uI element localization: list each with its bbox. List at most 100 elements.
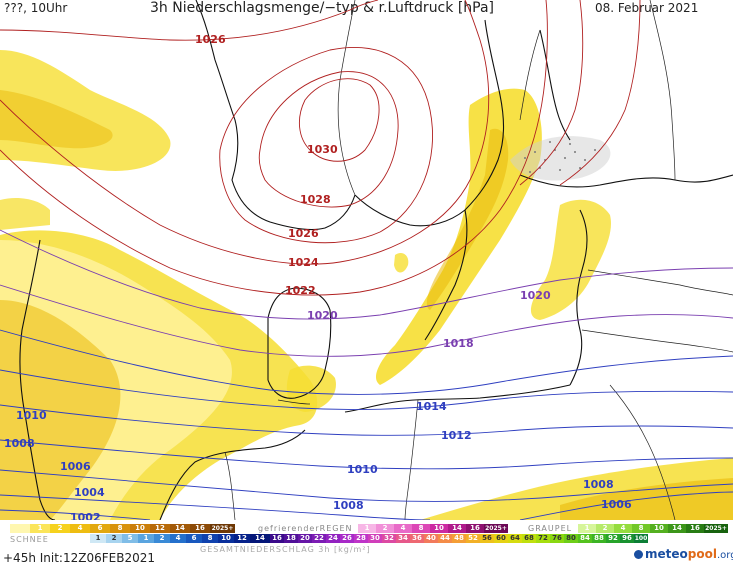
graupel-cell: 16 — [686, 524, 704, 533]
precip-area-edge — [0, 198, 50, 230]
coast-south-baltic — [344, 384, 571, 413]
regen-cell: 16 — [190, 524, 210, 533]
schnee-cell: 1 — [138, 534, 154, 543]
label-1024: 1024 — [288, 256, 319, 269]
coast-sweden-south — [424, 209, 468, 341]
label-1020-east: 1020 — [520, 289, 551, 302]
total-cell: 64 — [508, 534, 522, 543]
coast-denmark — [267, 287, 332, 399]
meteopool-logo[interactable]: meteopool.org — [634, 547, 733, 561]
regen-cell: 2 — [50, 524, 70, 533]
label-1018: 1018 — [443, 337, 474, 350]
regen-cell: 1 — [30, 524, 50, 533]
label-1002: 1002 — [70, 511, 101, 520]
total-cell: 84 — [578, 534, 592, 543]
isobar-labels: 1026 1030 1028 1026 1024 1022 1020 1020 … — [4, 33, 632, 520]
regen-cell: 6 — [90, 524, 110, 533]
regen-cell: 14 — [170, 524, 190, 533]
total-cell: 60 — [494, 534, 508, 543]
total-cell: 100 — [634, 534, 648, 543]
precip-area-east-baltic — [530, 199, 611, 320]
total-cell: 28 — [354, 534, 368, 543]
isobar-1004 — [0, 509, 151, 520]
isobars-low — [0, 329, 733, 520]
total-cell: 76 — [550, 534, 564, 543]
coast-north-sea-south — [159, 429, 306, 520]
schnee-cell: 6 — [186, 534, 202, 543]
isobar-1018 — [0, 284, 733, 357]
coast-finland-north — [539, 29, 571, 141]
total-cell: 72 — [536, 534, 550, 543]
logo-text-tld: .org — [716, 550, 733, 561]
total-cell: 36 — [410, 534, 424, 543]
legend-freezing: 1 2 4 8 10 14 16 2025+ — [358, 524, 508, 533]
legend-schnee-label: SCHNEE — [10, 535, 49, 544]
isobar-1006-east — [519, 491, 733, 520]
isobars-high — [0, 0, 641, 296]
legend-freezing-label: gefrierenderREGEN — [258, 524, 353, 533]
label-1004: 1004 — [74, 486, 105, 499]
isobar-north-east — [519, 0, 584, 186]
label-1014: 1014 — [416, 400, 447, 413]
freezing-cell: 16 — [466, 524, 484, 533]
precip-area-baltic-core — [426, 128, 509, 310]
isobar-1012 — [0, 404, 733, 436]
schnee-cell: 5 — [122, 534, 138, 543]
graupel-cell: 1 — [578, 524, 596, 533]
schnee-cell: 10 — [218, 534, 234, 543]
isobar-1014 — [0, 369, 733, 411]
coast-norway — [195, 0, 356, 231]
freezing-cell: 10 — [430, 524, 448, 533]
freezing-cell: 1 — [358, 524, 376, 533]
label-1006-east: 1006 — [601, 498, 632, 511]
legend-schnee: 1 2 5 1 2 4 6 8 10 12 14 — [90, 534, 270, 543]
precip-area-denmark — [286, 365, 336, 412]
total-cell: 34 — [396, 534, 410, 543]
label-1010: 1010 — [347, 463, 378, 476]
precip-area-southeast-core — [560, 478, 733, 520]
precipitation-pressure-map: 1026 1030 1028 1026 1024 1022 1020 1020 … — [0, 0, 733, 520]
isobar-1026-inner — [219, 47, 433, 244]
isobar-1028 — [258, 71, 399, 208]
border-norway-sweden — [337, 0, 356, 196]
total-cell: 22 — [312, 534, 326, 543]
coast-baltic-states — [569, 209, 588, 386]
isobar-1008 — [0, 469, 733, 502]
border-sweden-finland — [519, 29, 541, 121]
coast-britain — [19, 239, 56, 520]
schnee-cell: 4 — [170, 534, 186, 543]
graupel-cell: 10 — [650, 524, 668, 533]
total-cell: 88 — [592, 534, 606, 543]
graupel-cell: 2025+ — [704, 524, 728, 533]
regen-cell: 12 — [150, 524, 170, 533]
border-baltics — [587, 269, 733, 296]
label-1008: 1008 — [333, 499, 364, 512]
legend-total-label: GESAMTNIEDERSCHLAG 3h [kg/m²] — [200, 545, 371, 554]
graupel-cell: 4 — [614, 524, 632, 533]
label-1008-west: 1008 — [4, 437, 35, 450]
schnee-cell: 8 — [202, 534, 218, 543]
schnee-cell: 2 — [106, 534, 122, 543]
regen-cell — [10, 524, 30, 533]
legend: 1 2 4 6 8 10 12 14 16 2025+ gefrierender… — [0, 520, 733, 566]
schnee-cell: 1 — [90, 534, 106, 543]
isobar-1024 — [0, 0, 490, 265]
logo-text-pool: pool — [687, 547, 717, 561]
isobars-mid — [0, 229, 733, 357]
freezing-cell: 14 — [448, 524, 466, 533]
border-germany-denmark — [277, 399, 311, 405]
graupel-cell: 2 — [596, 524, 614, 533]
total-cell: 56 — [480, 534, 494, 543]
label-1010-west: 1010 — [16, 409, 47, 422]
map-title: 3h Niederschlagsmenge/−typ & r.Luftdruck… — [150, 0, 495, 16]
legend-graupel: 1 2 4 8 10 14 16 2025+ — [578, 524, 728, 533]
label-1012: 1012 — [441, 429, 472, 442]
total-cell: 18 — [284, 534, 298, 543]
isobar-1022 — [0, 0, 548, 296]
regen-cell: 4 — [70, 524, 90, 533]
freezing-cell: 4 — [394, 524, 412, 533]
valid-date: 08. Februar 2021 — [595, 1, 699, 15]
coastlines — [19, 0, 733, 520]
graupel-cell: 14 — [668, 524, 686, 533]
total-cell: 52 — [466, 534, 480, 543]
